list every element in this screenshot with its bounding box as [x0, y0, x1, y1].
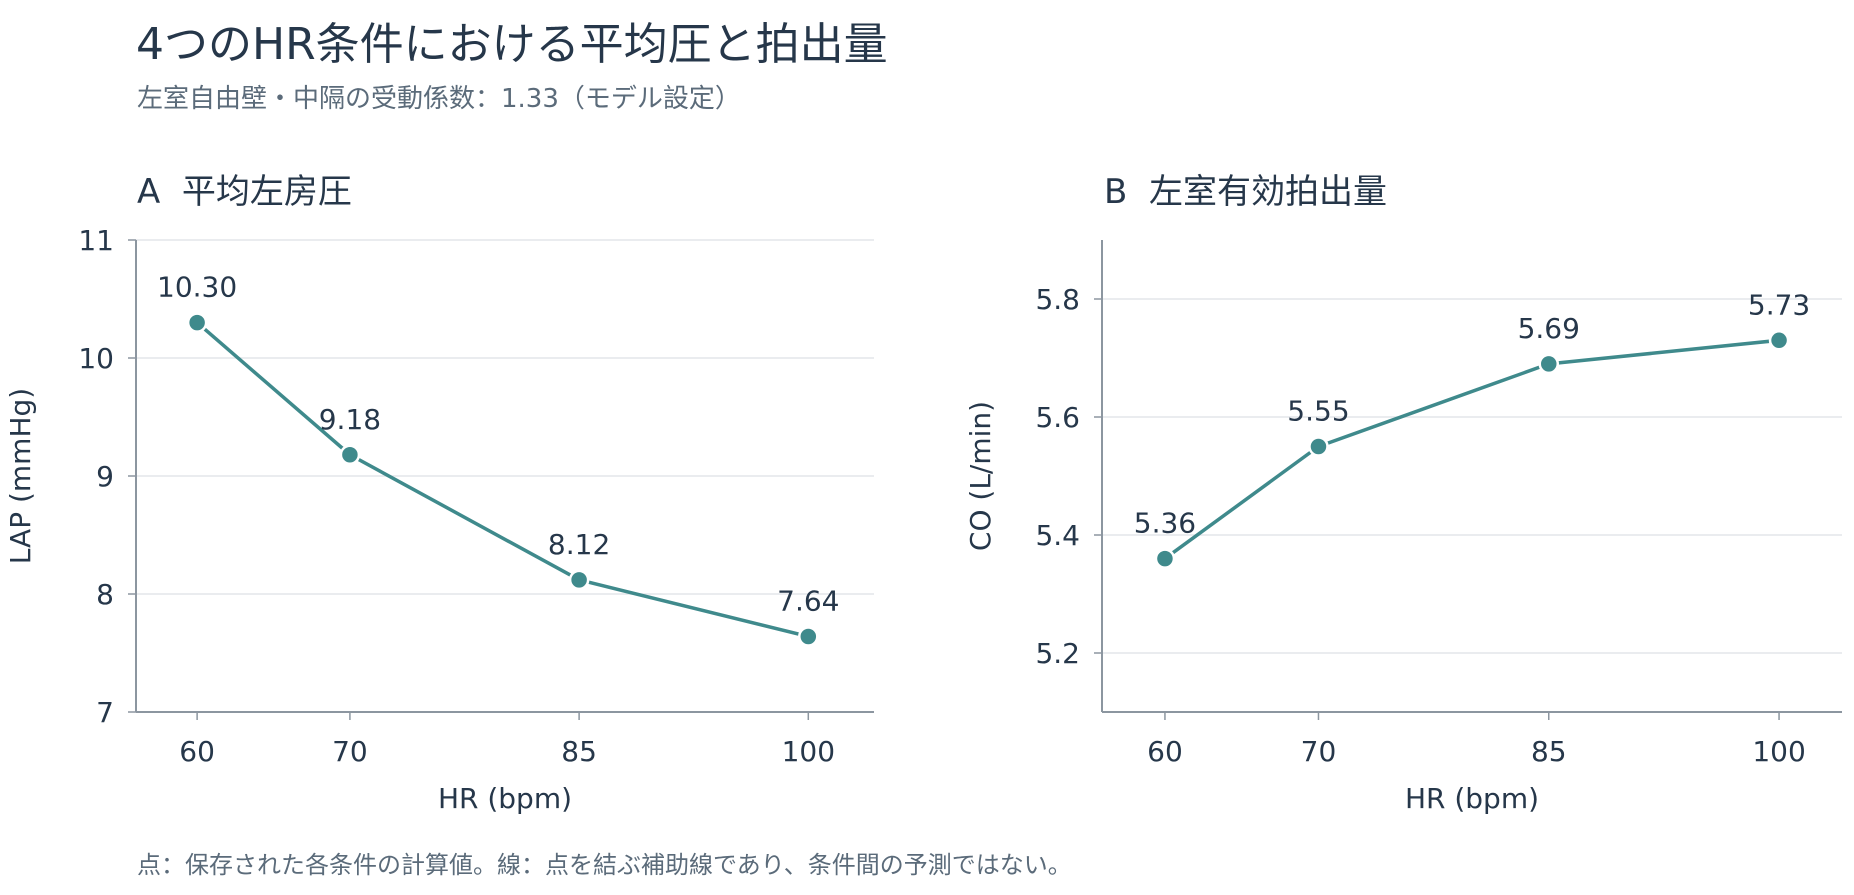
panel-b-ytick-label: 5.4 — [1035, 519, 1080, 552]
panel-b-data-point — [1538, 353, 1560, 375]
panel-a-ytick-label: 11 — [78, 224, 114, 257]
panel-b-data-label: 5.36 — [1134, 507, 1196, 540]
panel-b-x-axis-label: HR (bpm) — [1405, 782, 1539, 815]
panel-a-xtick-label: 60 — [179, 735, 215, 768]
panel-a-xtick-label: 70 — [332, 735, 368, 768]
panel-a-data-label: 7.64 — [777, 584, 839, 617]
panel-a-data-point — [339, 444, 361, 466]
panel-a-x-axis-label: HR (bpm) — [438, 782, 572, 815]
panel-a-title: A 平均左房圧 — [137, 172, 352, 212]
chart-title: 4つのHR条件における平均圧と拍出量 — [136, 19, 888, 70]
panel-a-y-axis-label: LAP (mmHg) — [4, 388, 37, 564]
panel-b-xtick-label: 85 — [1531, 735, 1567, 768]
panel-b-data-point — [1768, 330, 1790, 351]
footnote: 点：保存された各条件の計算値。線：点を結ぶ補助線であり、条件間の予測ではない。 — [137, 851, 1072, 879]
panel-b-xtick-label: 70 — [1301, 735, 1337, 768]
panel-a-data-point — [798, 626, 819, 647]
panel-b-data-label: 5.55 — [1287, 395, 1349, 428]
panel-b-data-point — [1308, 436, 1329, 457]
panel-a-data-label: 9.18 — [319, 403, 381, 436]
panel-a-xtick-label: 85 — [561, 735, 597, 768]
panel-b-xtick-label: 60 — [1147, 735, 1183, 768]
panel-a-ytick-label: 10 — [78, 342, 114, 375]
panel-a-xtick-label: 100 — [782, 735, 835, 768]
panel-a-series-line — [195, 320, 811, 639]
chart-subtitle: 左室自由壁・中隔の受動係数：1.33（モデル設定） — [137, 84, 741, 114]
panel-a-ytick-label: 8 — [96, 578, 114, 611]
panel-b-data-label: 5.69 — [1518, 312, 1580, 345]
panel-b-data-point — [1154, 548, 1176, 569]
panel-b-ytick-label: 5.2 — [1035, 637, 1080, 670]
panel-a-data-point — [568, 569, 590, 591]
panel-b-title: B 左室有効拍出量 — [1104, 172, 1387, 212]
panel-a-ytick-label: 7 — [96, 696, 114, 729]
panel-b-xtick-label: 100 — [1752, 735, 1805, 768]
panel-a-ytick-label: 9 — [96, 460, 114, 493]
panel-b-ytick-label: 5.8 — [1035, 283, 1080, 316]
panel-b-ytick-label: 5.6 — [1035, 401, 1080, 434]
panel-a-data-label: 10.30 — [157, 271, 237, 304]
panel-b-y-axis-label: CO (L/min) — [964, 401, 997, 551]
panel-a-data-point — [186, 312, 208, 333]
panel-b-series-line — [1163, 338, 1781, 561]
panel-b-data-label: 5.73 — [1748, 288, 1810, 321]
panel-a-data-label: 8.12 — [548, 528, 610, 561]
